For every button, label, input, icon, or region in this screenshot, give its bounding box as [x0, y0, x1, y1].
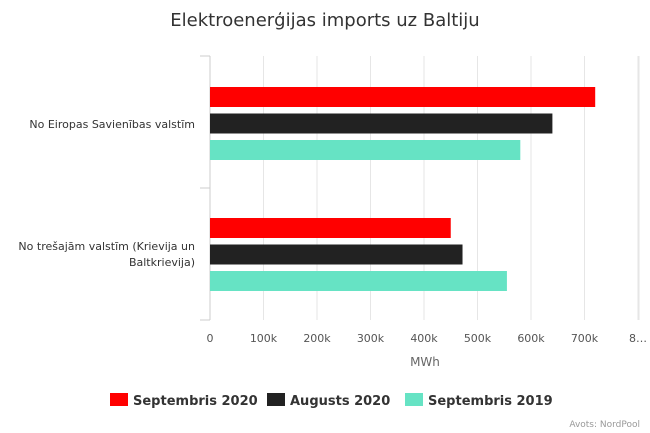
tick-labels: 0 100k 200k 300k 400k 500k 600k 700k 8… — [207, 332, 648, 345]
bar — [210, 113, 553, 134]
bar — [210, 140, 521, 160]
bars — [210, 87, 596, 291]
tick-label: 700k — [571, 332, 599, 345]
category-label: No trešajām valstīm (Krievija un — [18, 240, 195, 253]
legend-swatch — [267, 393, 285, 406]
tick-label: 500k — [464, 332, 492, 345]
x-axis-title: MWh — [410, 355, 440, 369]
tick-label: 0 — [207, 332, 214, 345]
category-labels: No Eiropas Savienības valstīm No trešajām… — [18, 118, 195, 269]
tick-label: 300k — [357, 332, 385, 345]
legend-item[interactable]: Septembris 2019 — [405, 393, 553, 409]
legend-item[interactable]: Septembris 2020 — [110, 393, 258, 409]
tick-label: 100k — [250, 332, 278, 345]
tick-label: 400k — [410, 332, 438, 345]
legend: Septembris 2020 Augusts 2020 Septembris 20… — [110, 393, 553, 409]
legend-swatch — [405, 393, 423, 406]
tick-label: 200k — [303, 332, 331, 345]
bar — [210, 244, 463, 265]
legend-label: Septembris 2020 — [133, 394, 258, 409]
legend-label: Septembris 2019 — [428, 394, 553, 409]
category-label: Baltkrievija) — [129, 256, 195, 269]
legend-swatch — [110, 393, 128, 406]
legend-item[interactable]: Augusts 2020 — [267, 393, 390, 409]
category-label: No Eiropas Savienības valstīm — [29, 118, 195, 131]
bar — [210, 87, 596, 107]
tick-label: 600k — [517, 332, 545, 345]
chart-title: Elektroenerģijas imports uz Baltiju — [170, 10, 479, 31]
legend-label: Augusts 2020 — [290, 394, 390, 409]
credits: Avots: NordPool — [569, 420, 640, 430]
bar — [210, 271, 507, 291]
tick-label: 8… — [629, 332, 647, 345]
bar — [210, 218, 451, 238]
